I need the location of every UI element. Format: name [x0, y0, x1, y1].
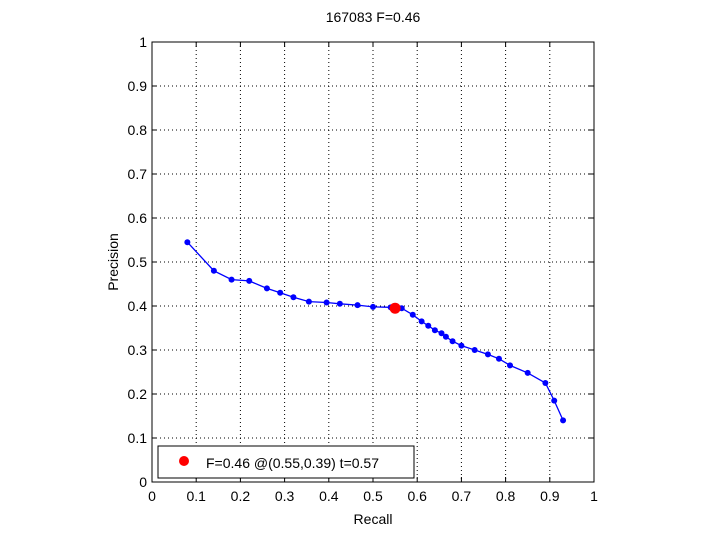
pr-curve-point: [551, 397, 558, 404]
y-axis-label: Precision: [105, 233, 121, 291]
y-tick-label: 1: [139, 34, 147, 50]
pr-curve-point: [336, 300, 343, 307]
pr-curve-point: [290, 294, 297, 301]
x-axis-label: Recall: [354, 511, 393, 527]
pr-curve-point: [277, 289, 284, 296]
y-tick-label: 0: [139, 474, 147, 490]
legend-label: F=0.46 @(0.55,0.39) t=0.57: [206, 455, 379, 471]
pr-curve-point: [495, 355, 502, 362]
pr-curve-point: [210, 267, 217, 274]
x-tick-label: 0.6: [407, 488, 427, 504]
pr-curve-point: [323, 299, 330, 306]
y-tick-label: 0.5: [128, 254, 148, 270]
y-tick-label: 0.1: [128, 430, 148, 446]
pr-curve-point: [305, 298, 312, 305]
legend-marker: [179, 456, 189, 466]
x-tick-label: 0.9: [540, 488, 560, 504]
pr-curve-point: [418, 318, 425, 325]
x-tick-label: 0.4: [319, 488, 339, 504]
x-tick-label: 0.5: [363, 488, 383, 504]
x-tick-label: 0.7: [452, 488, 472, 504]
chart-title: 167083 F=0.46: [326, 9, 421, 25]
series-layer: [184, 239, 567, 424]
x-tick-label: 0.2: [231, 488, 251, 504]
pr-curve-point: [542, 380, 549, 386]
y-tick-label: 0.6: [128, 210, 148, 226]
pr-curve-point: [228, 276, 235, 283]
x-tick-label: 0: [148, 488, 156, 504]
pr-curve-point: [263, 285, 270, 292]
x-tick-label: 0.3: [275, 488, 295, 504]
y-tick-label: 0.7: [128, 166, 148, 182]
pr-curve-point: [560, 417, 567, 424]
pr-curve-point: [431, 327, 438, 334]
y-tick-label: 0.8: [128, 122, 148, 138]
pr-curve-point: [246, 277, 253, 284]
pr-curve-point: [442, 333, 449, 340]
legend: F=0.46 @(0.55,0.39) t=0.57: [157, 445, 415, 479]
y-tick-label: 0.4: [128, 298, 148, 314]
x-tick-label: 0.1: [186, 488, 206, 504]
pr-curve-point: [449, 338, 456, 345]
pr-curve-point: [471, 347, 478, 353]
pr-curve-point: [438, 330, 445, 337]
pr-curve-point: [354, 302, 361, 309]
y-tick-label: 0.9: [128, 78, 148, 94]
x-tick-label: 1: [590, 488, 598, 504]
pr-curve-point: [409, 311, 416, 318]
pr-curve-point: [507, 362, 514, 369]
axes-frame: [151, 41, 595, 483]
pr-curve-point: [370, 303, 376, 310]
best-f-point: [389, 302, 401, 314]
y-tick-label: 0.3: [128, 342, 148, 358]
pr-curve-point: [425, 322, 432, 329]
x-tick-label: 0.8: [496, 488, 516, 504]
legend-box: [157, 445, 415, 479]
y-tick-label: 0.2: [128, 386, 148, 402]
pr-curve-point: [184, 239, 191, 246]
pr-curve-point: [524, 369, 531, 376]
pr-curve-point: [484, 351, 491, 358]
axis-ticks: 0 0.1 0.2 0.3 0.4 0.5 0.6 0.7 0.8 0.9 1 0 0.1 0.2 0.3 0…: [128, 34, 599, 504]
pr-curve-point: [458, 342, 465, 349]
